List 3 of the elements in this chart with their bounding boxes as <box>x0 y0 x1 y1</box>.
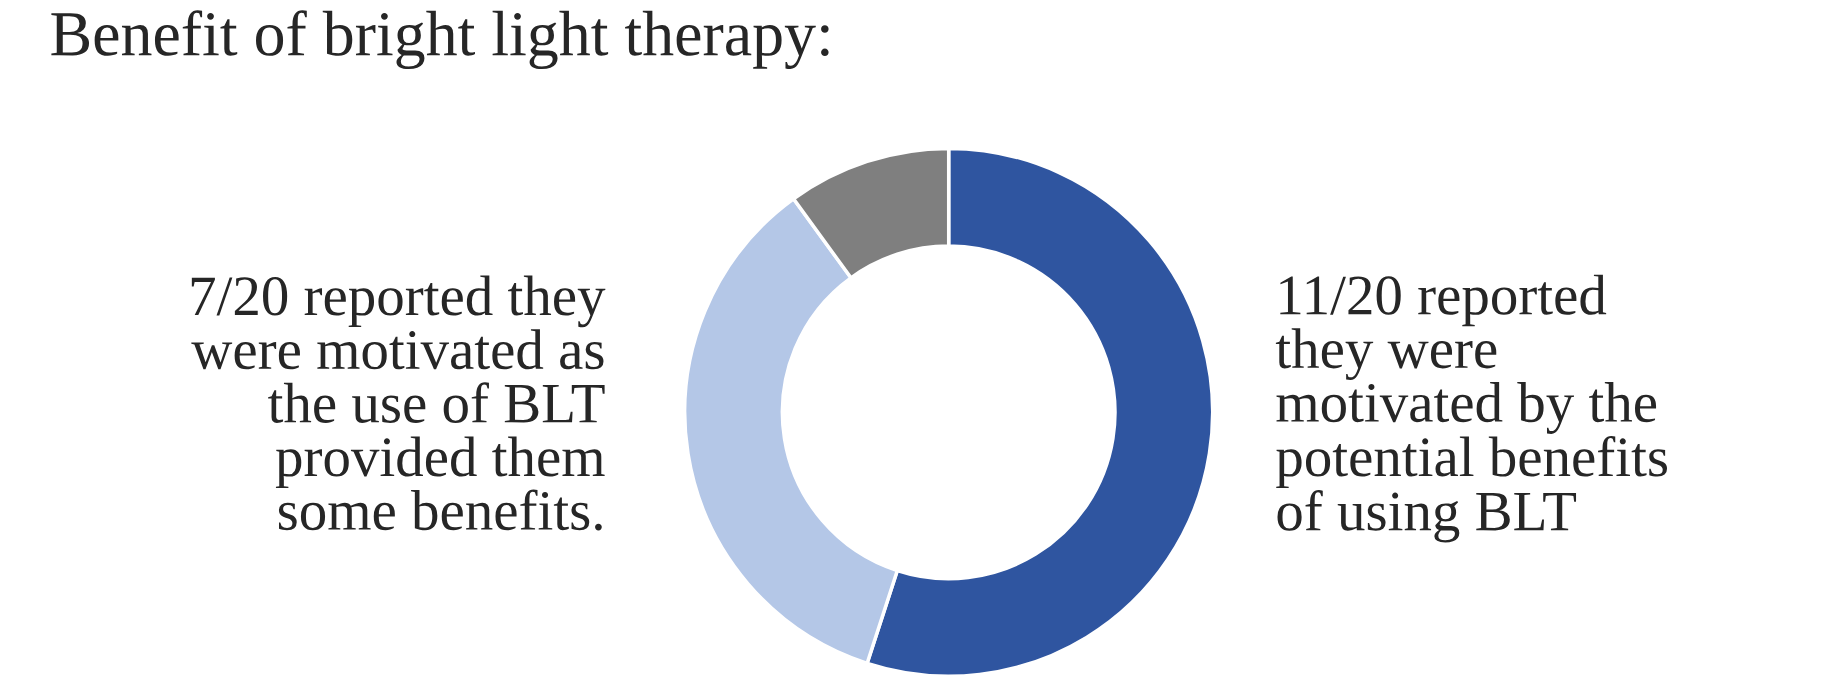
chart-title: Benefit of bright light therapy: <box>51 10 829 69</box>
text: 7/20 reported they were motivated as the use of BLT provided them some benefits. <box>191 275 606 531</box>
text: 11/20 reported they were motivated by the potential benefits of using BLT <box>1275 274 1668 543</box>
